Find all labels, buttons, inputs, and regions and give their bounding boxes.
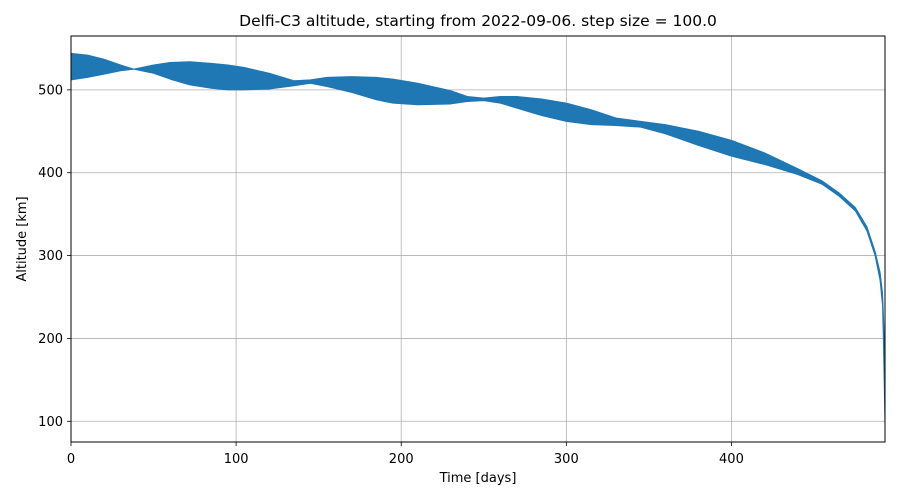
y-tick-label: 100 [38, 415, 63, 430]
plot-frame [70, 35, 886, 443]
y-tick-label: 400 [38, 166, 63, 181]
y-tick-label: 200 [38, 332, 63, 347]
altitude-band-series [70, 52, 886, 426]
x-axis-label: Time [days] [439, 471, 517, 486]
chart-title: Delfi-C3 altitude, starting from 2022-09… [239, 12, 717, 30]
x-tick-label: 300 [554, 452, 579, 467]
x-tick-label: 400 [719, 452, 744, 467]
y-tick-label: 300 [38, 249, 63, 264]
grid [70, 36, 885, 442]
x-tick-label: 200 [389, 452, 414, 467]
x-tick-label: 0 [67, 452, 75, 467]
ticks: 0 100 200 300 400 100 200 300 400 500 [38, 83, 744, 467]
y-axis-label: Altitude [km] [15, 196, 30, 281]
x-tick-label: 100 [224, 452, 249, 467]
data-layer [70, 52, 886, 426]
y-tick-label: 500 [38, 83, 63, 98]
